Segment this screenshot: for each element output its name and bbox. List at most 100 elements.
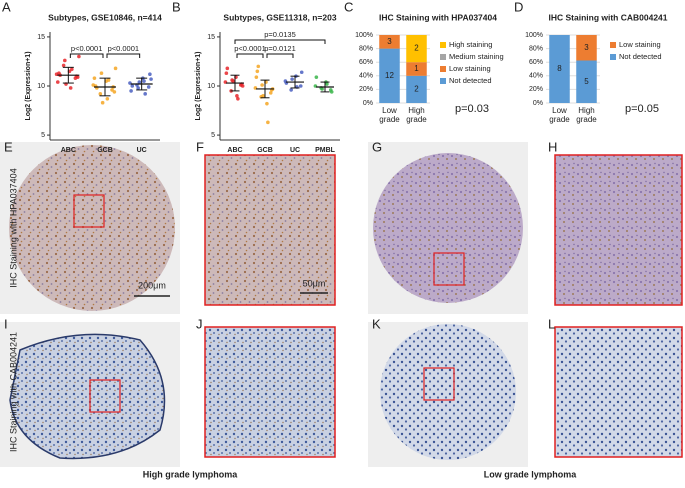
panel-letter: I: [4, 316, 8, 331]
panel-letter: J: [196, 316, 203, 331]
data-point: [148, 72, 152, 77]
data-point: [142, 79, 146, 83]
data-point: [325, 82, 329, 86]
bar-segment: [576, 60, 597, 103]
significance-label: p=0.0121: [264, 44, 296, 53]
tissue-zoom: [204, 154, 336, 306]
data-point: [254, 75, 259, 79]
panel-letter: K: [372, 316, 381, 331]
x-tick-label: UC: [137, 147, 147, 154]
significance-label: p=0.0135: [264, 30, 296, 39]
count-label: 3: [387, 37, 392, 46]
bar-segment: [576, 35, 597, 61]
inset-box: [433, 252, 465, 286]
chart-title: Subtypes, GSE10846, n=414: [48, 12, 162, 22]
panel-letter: C: [344, 0, 353, 14]
data-point: [329, 90, 334, 94]
significance-label: p<0.0001: [71, 44, 103, 53]
data-point: [106, 78, 111, 82]
significance-bracket: [69, 53, 104, 58]
y-tick-label: 10: [37, 83, 45, 90]
bar-segment: [379, 35, 400, 49]
data-point: [63, 58, 67, 63]
data-point: [55, 80, 60, 84]
y-axis-label: Log2 (Expression+1): [25, 51, 32, 120]
data-point: [299, 70, 304, 75]
y-tick-label: 10: [207, 83, 215, 90]
x-tick-label: UC: [290, 147, 300, 154]
y-tick-label: 60%: [359, 59, 373, 66]
y-tick-label: 100%: [525, 32, 543, 39]
legend-swatch: [610, 54, 616, 60]
significance-label: p<0.0001: [108, 44, 140, 53]
tissue-core: [9, 145, 175, 311]
count-label: 5: [584, 77, 589, 86]
data-point: [146, 85, 151, 89]
panel-letter: B: [172, 0, 181, 14]
legend-swatch: [440, 42, 446, 48]
data-point: [136, 86, 140, 90]
data-point: [137, 80, 142, 84]
data-point: [298, 84, 303, 88]
y-tick-label: 0%: [533, 100, 543, 107]
significance-label: p<0.0001: [234, 44, 266, 53]
legend-label: Not detected: [449, 76, 492, 85]
data-point: [231, 79, 235, 83]
data-point: [255, 69, 260, 74]
y-tick-label: 40%: [529, 73, 543, 80]
inset-box: [89, 379, 121, 413]
chart-title: Subtypes, GSE11318, n=203: [223, 12, 336, 22]
y-tick-label: 0%: [363, 100, 373, 107]
x-tick-label: ABC: [61, 147, 76, 154]
legend-label: Low staining: [449, 64, 491, 73]
significance-bracket: [106, 53, 141, 58]
significance-bracket: [266, 53, 294, 58]
count-label: 12: [385, 71, 394, 80]
data-point: [265, 101, 269, 106]
tissue-zoom: [204, 326, 336, 458]
row-label: IHC Staining with HPA037404: [8, 168, 18, 287]
panel-letter: L: [548, 316, 555, 331]
x-tick-label: Low grade: [379, 106, 400, 124]
x-tick-label: Low grade: [549, 106, 570, 124]
x-tick-label: GCB: [97, 147, 113, 154]
x-tick-label: GCB: [257, 147, 273, 154]
bar-segment: [406, 35, 427, 63]
count-label: 2: [414, 85, 419, 94]
scale-label: 200μm: [138, 280, 166, 290]
data-point: [75, 75, 80, 79]
legend-swatch: [440, 66, 446, 72]
legend-swatch: [440, 54, 446, 60]
significance-bracket: [236, 53, 264, 58]
data-point: [112, 90, 117, 94]
data-point: [224, 71, 229, 76]
legend-swatch: [440, 78, 446, 84]
p-value: p=0.03: [455, 103, 489, 115]
y-tick-label: 80%: [359, 45, 373, 52]
chart-title: IHC Staining with HPA037404: [379, 12, 497, 22]
x-tick-label: ABC: [227, 147, 242, 154]
count-label: 8: [557, 64, 562, 73]
bar-segment: [406, 62, 427, 76]
data-point: [260, 83, 264, 87]
legend-label: Not detected: [619, 52, 662, 61]
count-label: 3: [584, 43, 589, 52]
p-value: p=0.05: [625, 103, 659, 115]
panel-letter: A: [2, 0, 11, 14]
panel-letter: G: [372, 139, 382, 154]
inset-box: [73, 194, 105, 228]
panel-letter: H: [548, 139, 557, 154]
data-point: [130, 84, 135, 88]
data-point: [92, 76, 97, 80]
scale-label: 50μm: [303, 278, 326, 288]
count-label: 2: [414, 44, 419, 53]
data-point: [129, 89, 133, 93]
tissue-core: [9, 333, 166, 460]
data-point: [240, 84, 245, 88]
y-tick-label: 20%: [359, 86, 373, 93]
data-point: [261, 94, 265, 98]
tissue-core: [380, 324, 516, 460]
data-point: [61, 63, 66, 68]
row-label: IHC Staining with CAB004241: [8, 332, 18, 452]
